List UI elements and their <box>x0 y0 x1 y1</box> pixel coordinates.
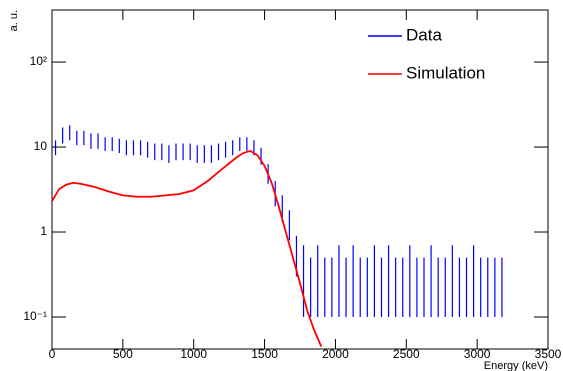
x-tick-label: 0 <box>49 347 56 361</box>
x-tick-label: 500 <box>113 347 133 361</box>
x-tick-label: 2000 <box>322 347 349 361</box>
plot-frame <box>51 9 549 350</box>
x-tick-label: 3000 <box>464 347 491 361</box>
y-axis-title: a. u. <box>8 10 20 31</box>
x-axis-title: Energy (keV) <box>484 360 548 371</box>
x-tick-label: 3500 <box>535 347 562 361</box>
y-tick-label: 10⁻¹ <box>23 309 47 323</box>
legend-label: Simulation <box>406 63 485 82</box>
plot-area <box>52 125 503 347</box>
line <box>52 149 323 347</box>
y-tick-label: 10² <box>30 54 47 68</box>
y-tick-label: 10 <box>34 139 48 153</box>
x-tick-label: 1000 <box>180 347 207 361</box>
y-tick-label: 1 <box>40 224 47 238</box>
x-tick-label: 1500 <box>251 347 278 361</box>
legend-label: Data <box>406 25 442 44</box>
x-tick-label: 2500 <box>393 347 420 361</box>
